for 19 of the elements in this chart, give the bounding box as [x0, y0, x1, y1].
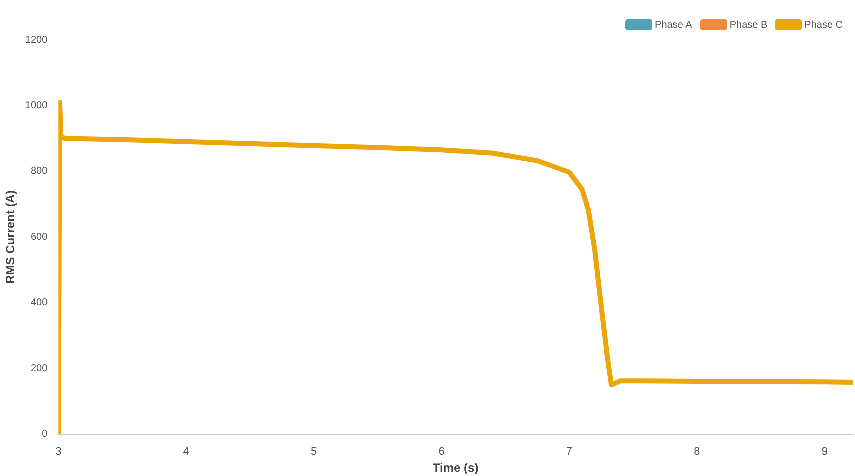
y-tick-label: 1000	[25, 100, 48, 112]
x-tick-label: 5	[311, 446, 318, 458]
y-tick-label: 600	[30, 232, 48, 243]
legend-label: Phase A	[655, 20, 693, 31]
x-axis-title: Time (s)	[432, 461, 479, 476]
x-tick-label: 7	[566, 446, 573, 458]
y-axis-title: RMS Current (A)	[4, 190, 18, 284]
legend-label: Phase C	[804, 20, 844, 31]
y-tick-label: 800	[30, 166, 48, 178]
x-tick-label: 3	[56, 446, 62, 458]
x-tick-label: 4	[183, 446, 190, 458]
legend-label: Phase B	[730, 20, 768, 31]
y-tick-label: 0	[42, 429, 48, 440]
y-tick-label: 200	[30, 363, 48, 374]
x-tick-label: 8	[694, 446, 700, 458]
x-tick-label: 9	[822, 446, 828, 458]
y-tick-label: 400	[30, 298, 48, 309]
x-tick-label: 6	[438, 446, 445, 458]
y-tick-label: 1200	[25, 34, 48, 46]
